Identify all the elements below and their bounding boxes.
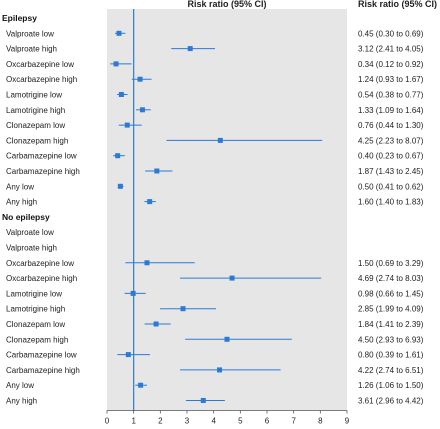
point-estimate (139, 107, 145, 113)
rows-layer: Epilepsy Valproate low 0.45 (0.30 to 0.69)… (2, 13, 424, 406)
ratio-value: 1.60 (1.40 to 1.83) (358, 198, 424, 207)
x-axis-ticks: 0 1 2 3 4 5 6 7 8 9 (105, 410, 350, 426)
ratio-value: 1.87 (1.43 to 2.45) (358, 167, 424, 176)
ratio-value: 3.61 (2.96 to 4.42) (358, 397, 424, 406)
ratio-value: 0.98 (0.66 to 1.45) (358, 289, 424, 298)
ratio-value: 0.54 (0.38 to 0.77) (358, 91, 424, 100)
ratio-value: 1.26 (1.06 to 1.50) (358, 381, 424, 390)
ratio-value: 4.25 (2.23 to 8.07) (358, 136, 424, 145)
plot-column-header: Risk ratio (95% CI) (187, 0, 266, 9)
group-heading: No epilepsy (2, 212, 50, 222)
ratio-value: 0.34 (0.12 to 0.92) (358, 60, 424, 69)
row-label: Carbamazepine high (6, 366, 80, 375)
row-label: Carbamazepine high (6, 167, 80, 176)
point-estimate (117, 183, 123, 189)
point-estimate (217, 137, 223, 143)
row-label: Any high (6, 198, 37, 207)
row-label: Valproate high (6, 244, 57, 253)
point-estimate (144, 260, 150, 266)
point-estimate (217, 367, 223, 373)
ratio-value: 1.24 (0.93 to 1.67) (358, 75, 424, 84)
row-label: Oxcarbazepine high (6, 75, 77, 84)
point-estimate (113, 61, 119, 67)
row-label: Clonazepam low (6, 320, 65, 329)
row-label: Lamotrigine high (6, 305, 65, 314)
x-tick-label: 2 (158, 417, 163, 426)
point-estimate (116, 30, 122, 36)
row-label: Lamotrigine high (6, 106, 65, 115)
point-estimate (118, 92, 124, 97)
ratio-value: 1.84 (1.41 to 2.39) (358, 320, 424, 329)
ratio-value: 4.69 (2.74 to 8.03) (358, 274, 424, 283)
ratio-value: 4.22 (2.74 to 6.51) (358, 366, 424, 375)
ratio-value: 2.85 (1.99 to 4.09) (358, 305, 424, 314)
row-label: Oxcarbazepine low (6, 259, 74, 268)
point-estimate (224, 336, 230, 342)
point-estimate (229, 275, 235, 281)
point-estimate (153, 321, 159, 327)
row-label: Lamotrigine low (6, 289, 62, 298)
ratio-value: 0.80 (0.39 to 1.61) (358, 351, 424, 360)
x-tick-label: 5 (238, 417, 243, 426)
ratio-value: 0.76 (0.44 to 1.30) (358, 121, 424, 130)
ratio-value: 1.33 (1.09 to 1.64) (358, 106, 424, 115)
point-estimate (180, 306, 186, 312)
ratio-value: 0.40 (0.23 to 0.67) (358, 152, 424, 161)
ratio-value: 1.50 (0.69 to 3.29) (358, 259, 424, 268)
row-label: Valproate low (6, 228, 54, 237)
row-label: Clonazepam high (6, 136, 68, 145)
point-estimate (115, 153, 121, 159)
x-tick-label: 3 (185, 417, 190, 426)
x-tick-label: 0 (105, 417, 110, 426)
x-tick-label: 6 (265, 417, 270, 426)
point-estimate (137, 76, 143, 82)
x-tick-label: 1 (131, 417, 136, 426)
row-label: Carbamazepine low (6, 152, 77, 161)
x-tick-label: 4 (211, 417, 216, 426)
row-label: Clonazepam low (6, 121, 65, 130)
row-label: Clonazepam high (6, 335, 68, 344)
ratio-value: 0.50 (0.41 to 0.62) (358, 182, 424, 191)
point-estimate (200, 398, 206, 403)
x-tick-label: 8 (318, 417, 323, 426)
plot-panel (107, 9, 347, 411)
row-label: Carbamazepine low (6, 351, 77, 360)
ratio-value: 4.50 (2.93 to 6.93) (358, 335, 424, 344)
x-tick-label: 9 (345, 417, 350, 426)
point-estimate (125, 352, 131, 358)
group-heading: Epilepsy (2, 13, 37, 23)
point-estimate (154, 168, 160, 174)
values-column-header: Risk ratio (95% CI) (358, 0, 437, 9)
row-label: Oxcarbazepine high (6, 274, 77, 283)
row-label: Lamotrigine low (6, 91, 62, 100)
row-label: Valproate high (6, 45, 57, 54)
ratio-value: 3.12 (2.41 to 4.05) (358, 45, 424, 54)
ratio-value: 0.45 (0.30 to 0.69) (358, 29, 424, 38)
row-label: Any low (6, 381, 34, 390)
point-estimate (138, 382, 144, 388)
point-estimate (187, 46, 193, 52)
row-label: Valproate low (6, 29, 54, 38)
row-label: Any low (6, 182, 34, 191)
row-label: Any high (6, 397, 37, 406)
row-label: Oxcarbazepine low (6, 60, 74, 69)
point-estimate (147, 199, 153, 205)
point-estimate (124, 122, 130, 128)
x-tick-label: 7 (291, 417, 296, 426)
